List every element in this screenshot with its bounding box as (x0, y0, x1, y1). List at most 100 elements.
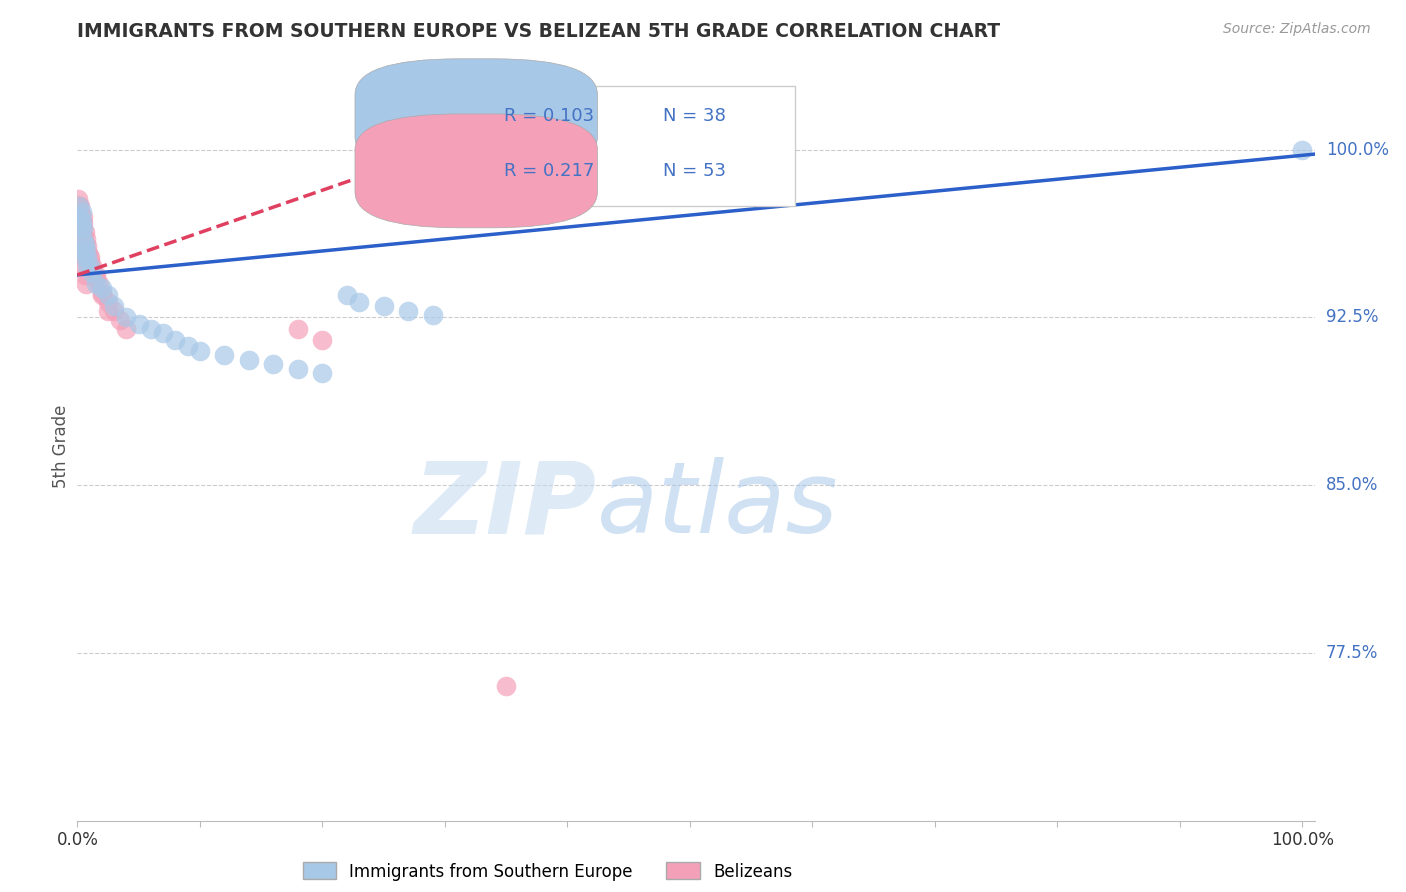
Point (103, 303, 125, 318)
Point (70, 214, 93, 228)
Point (73, 268, 96, 282)
Point (69, 214, 91, 228)
Point (84, 272, 107, 286)
Point (70, 214, 93, 228)
Text: 100.0%: 100.0% (1326, 141, 1389, 159)
Point (67, 210, 90, 224)
Point (287, 321, 309, 335)
Point (90, 281, 112, 295)
Point (66, 198, 89, 212)
Point (72, 210, 94, 224)
Point (214, 348, 236, 362)
Text: ZIP: ZIP (413, 458, 598, 555)
Point (66, 210, 89, 224)
Point (73, 236, 96, 251)
Text: 92.5%: 92.5% (1326, 309, 1378, 326)
Point (115, 321, 138, 335)
Point (72, 221, 94, 235)
Point (67, 201, 90, 215)
Point (75, 244, 97, 258)
Point (67, 210, 90, 224)
Point (152, 326, 174, 340)
Point (311, 333, 333, 347)
Point (139, 321, 162, 335)
Point (72, 259, 94, 273)
Point (373, 299, 395, 313)
Point (77, 245, 100, 260)
Point (84, 268, 107, 282)
Point (1291, 143, 1313, 157)
Text: 85.0%: 85.0% (1326, 476, 1378, 494)
Text: IMMIGRANTS FROM SOUTHERN EUROPE VS BELIZEAN 5TH GRADE CORRELATION CHART: IMMIGRANTS FROM SOUTHERN EUROPE VS BELIZ… (77, 22, 1001, 41)
Point (90, 288, 112, 302)
Point (75, 232, 97, 246)
Point (69, 198, 91, 212)
Point (396, 303, 419, 318)
Point (287, 361, 309, 376)
Point (67, 210, 90, 224)
Point (72, 244, 94, 258)
Point (128, 317, 150, 331)
Y-axis label: 5th Grade: 5th Grade (52, 404, 70, 488)
Point (67, 198, 90, 212)
Point (69, 205, 91, 219)
Point (103, 299, 125, 313)
Point (70, 221, 93, 235)
Point (76, 259, 98, 273)
Point (70, 250, 93, 264)
Point (79, 254, 101, 268)
Point (70, 221, 93, 235)
Point (80, 259, 103, 273)
Point (70, 244, 93, 258)
Point (262, 357, 284, 371)
Point (66, 192, 89, 206)
Point (238, 352, 260, 367)
Point (165, 333, 187, 347)
Text: atlas: atlas (598, 458, 838, 555)
Point (311, 367, 333, 381)
Point (67, 205, 90, 219)
Point (70, 205, 93, 219)
Point (69, 210, 91, 224)
Point (76, 250, 98, 264)
Point (66, 214, 89, 228)
Point (72, 232, 94, 246)
Point (66, 205, 89, 219)
Point (66, 205, 89, 219)
Point (97, 294, 120, 309)
Point (80, 266, 103, 280)
Point (67, 221, 90, 235)
Point (67, 205, 90, 219)
Point (73, 250, 96, 264)
Point (97, 303, 120, 318)
Point (76, 239, 98, 253)
Point (84, 277, 107, 291)
Point (72, 217, 94, 231)
Point (495, 680, 517, 694)
Point (97, 288, 120, 302)
Point (79, 250, 101, 264)
Point (76, 245, 98, 260)
Point (176, 339, 198, 353)
Point (73, 226, 96, 240)
Point (422, 308, 444, 322)
Point (73, 236, 96, 251)
Point (90, 285, 112, 300)
Point (66, 198, 89, 212)
Point (115, 310, 138, 325)
Point (89, 277, 111, 291)
Point (70, 214, 93, 228)
Point (79, 259, 101, 273)
Point (347, 294, 370, 309)
Point (75, 277, 97, 291)
Point (70, 221, 93, 235)
Point (67, 214, 90, 228)
Text: 77.5%: 77.5% (1326, 644, 1378, 662)
Point (108, 312, 131, 326)
Point (70, 210, 93, 224)
Text: Source: ZipAtlas.com: Source: ZipAtlas.com (1223, 22, 1371, 37)
Point (67, 198, 90, 212)
Legend: Immigrants from Southern Europe, Belizeans: Immigrants from Southern Europe, Belizea… (297, 855, 799, 888)
Point (72, 227, 94, 242)
Point (336, 288, 359, 302)
